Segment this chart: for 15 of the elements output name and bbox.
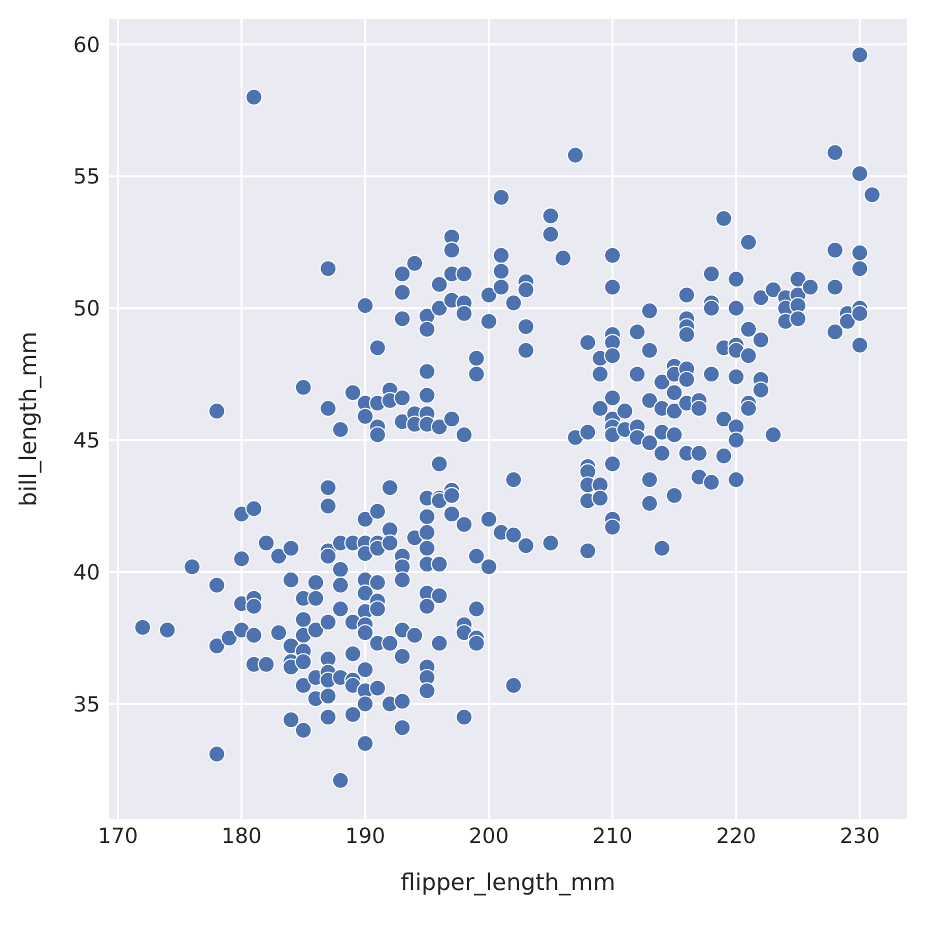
x-tick-label: 200 bbox=[468, 824, 509, 848]
y-axis-title: bill_length_mm bbox=[16, 332, 42, 506]
x-tick-label: 170 bbox=[98, 824, 138, 848]
x-tick-label: 180 bbox=[221, 824, 262, 848]
x-axis-title: flipper_length_mm bbox=[400, 870, 616, 896]
y-tick-label: 50 bbox=[73, 296, 100, 321]
x-tick-label: 220 bbox=[716, 824, 756, 848]
x-tick-label: 230 bbox=[840, 824, 880, 848]
x-tick-label: 190 bbox=[345, 824, 386, 848]
y-tick-label: 55 bbox=[73, 164, 100, 189]
y-tick-label: 60 bbox=[73, 32, 100, 57]
y-tick-label: 35 bbox=[73, 692, 100, 716]
x-tick-label: 210 bbox=[592, 824, 633, 848]
y-tick-label: 45 bbox=[73, 428, 100, 453]
y-tick-label: 40 bbox=[73, 560, 100, 584]
